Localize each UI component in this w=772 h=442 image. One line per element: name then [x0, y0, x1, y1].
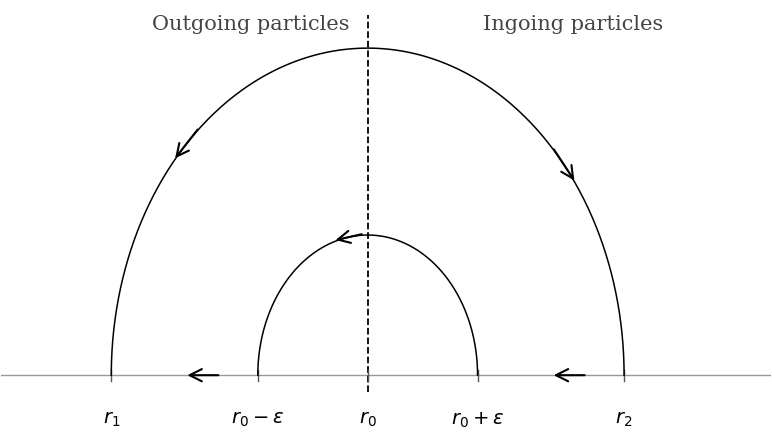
Text: $r_0 - \varepsilon$: $r_0 - \varepsilon$ [232, 411, 284, 429]
Text: $r_0 + \varepsilon$: $r_0 + \varepsilon$ [451, 411, 504, 430]
Text: Outgoing particles: Outgoing particles [152, 15, 349, 34]
Text: $r_0$: $r_0$ [359, 411, 377, 429]
Text: $r_1$: $r_1$ [103, 411, 120, 429]
Text: $r_2$: $r_2$ [615, 411, 633, 429]
Text: Ingoing particles: Ingoing particles [482, 15, 663, 34]
